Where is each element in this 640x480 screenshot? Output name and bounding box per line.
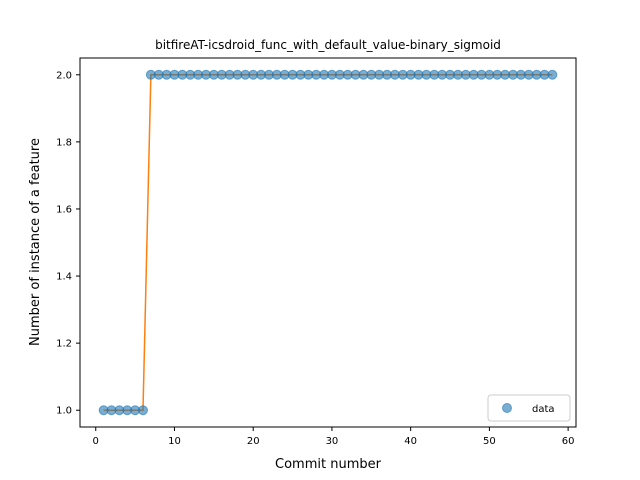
legend-label-data: data — [532, 404, 555, 415]
x-tick-label: 60 — [562, 436, 575, 447]
plot-area — [80, 58, 576, 427]
y-tick-label: 1.8 — [56, 137, 72, 148]
x-axis-ticks: 0 10 20 30 40 50 60 — [93, 427, 575, 447]
data-points-layer — [98, 69, 558, 416]
y-tick-label: 2.0 — [56, 70, 72, 81]
legend-box — [487, 394, 571, 422]
y-tick-label: 1.4 — [56, 272, 72, 283]
data-point — [137, 405, 148, 416]
x-tick-label: 30 — [326, 436, 339, 447]
x-tick-label: 50 — [483, 436, 496, 447]
x-tick-label: 0 — [93, 436, 99, 447]
y-axis-label: Number of instance of a feature — [28, 138, 43, 346]
x-tick-label: 40 — [404, 436, 417, 447]
y-tick-label: 1.0 — [56, 406, 72, 417]
x-tick-label: 20 — [247, 436, 260, 447]
y-axis-ticks: 1.0 1.2 1.4 1.6 1.8 2.0 — [56, 70, 80, 417]
plot-frame — [79, 57, 577, 428]
y-tick-label: 1.2 — [56, 339, 72, 350]
data-point — [547, 69, 558, 80]
chart-title: bitfireAT-icsdroid_func_with_default_val… — [155, 38, 501, 52]
legend-marker — [502, 403, 512, 413]
y-tick-label: 1.6 — [56, 204, 72, 215]
x-axis-label: Commit number — [275, 457, 382, 472]
x-tick-label: 10 — [168, 436, 181, 447]
legend: data — [487, 394, 571, 422]
